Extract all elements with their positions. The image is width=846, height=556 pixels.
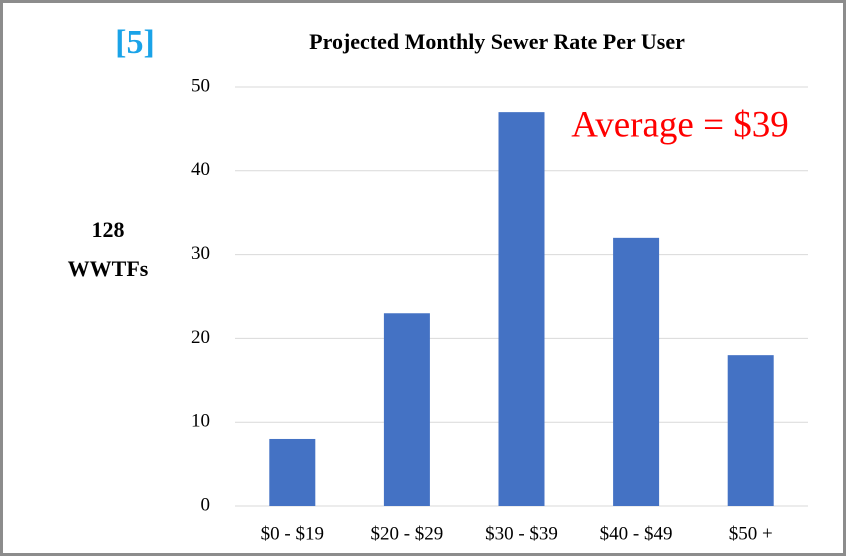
y-tick-label: 10 — [191, 411, 210, 432]
x-tick-label: $30 - $39 — [485, 523, 558, 544]
y-axis-label: 128 — [92, 217, 125, 242]
bar — [727, 355, 774, 506]
bar — [613, 237, 660, 506]
y-tick-label: 50 — [191, 75, 210, 96]
bar — [383, 313, 430, 506]
y-tick-label: 30 — [191, 243, 210, 264]
reference: [5] — [115, 24, 155, 61]
y-axis-label: WWTFs — [68, 256, 149, 281]
bar — [269, 438, 316, 506]
chart-title: Projected Monthly Sewer Rate Per User — [309, 29, 685, 54]
x-tick-label: $50 + — [729, 523, 773, 544]
y-tick-label: 20 — [191, 327, 210, 348]
y-tick-label: 40 — [191, 159, 210, 180]
x-tick-label: $40 - $49 — [600, 523, 673, 544]
bar — [498, 112, 545, 506]
annotation: Average = $39 — [571, 104, 788, 145]
x-tick-label: $20 - $29 — [370, 523, 443, 544]
y-tick-label: 0 — [201, 494, 211, 515]
x-tick-label: $0 - $19 — [261, 523, 324, 544]
